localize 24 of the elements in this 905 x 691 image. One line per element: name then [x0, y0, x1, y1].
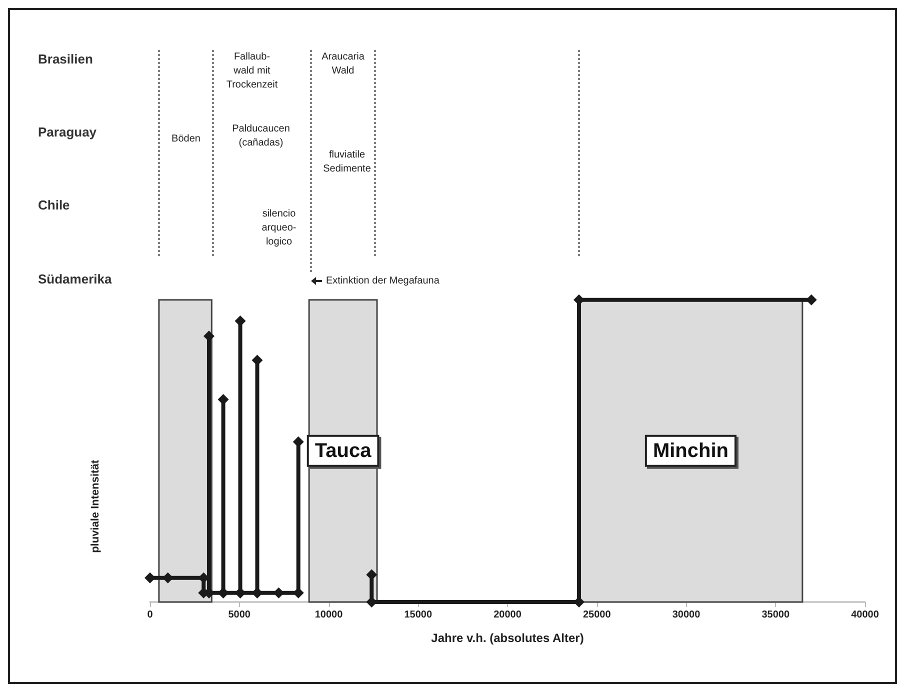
y-axis-title: pluviale Intensität	[90, 460, 102, 553]
x-tick-label: 35000	[762, 610, 790, 620]
text: Böden	[172, 134, 200, 144]
x-tick-label: 10000	[314, 610, 344, 620]
text: Palducaucen (cañadas)	[232, 124, 290, 148]
text: Extinktion der Megafauna	[326, 276, 440, 286]
text: Paraguay	[38, 124, 98, 140]
x-tick-label: 15000	[404, 610, 432, 620]
x-tick-label: 40000	[851, 610, 880, 620]
x-tick-label: 30000	[672, 610, 701, 620]
x-tick-label: 25000	[582, 610, 612, 620]
text: silencio arqueo- logico	[262, 208, 296, 248]
text: Brasilien	[38, 52, 93, 66]
x-tick-label: 5000	[228, 610, 251, 620]
text: fluviatile Sedimente	[323, 150, 372, 174]
x-tick-label: 0	[147, 610, 154, 620]
x-tick-label: 20000	[494, 610, 522, 620]
band-label: Tauca	[314, 440, 372, 462]
text: Südamerika	[38, 272, 112, 286]
x-axis-title: Jahre v.h. (absolutes Alter)	[431, 631, 584, 645]
text: Chile	[38, 198, 70, 212]
text: Araucaria Wald	[322, 52, 365, 76]
band-label: Minchin	[652, 440, 728, 462]
text: Fallaub- wald mit Trockenzeit	[226, 52, 278, 90]
